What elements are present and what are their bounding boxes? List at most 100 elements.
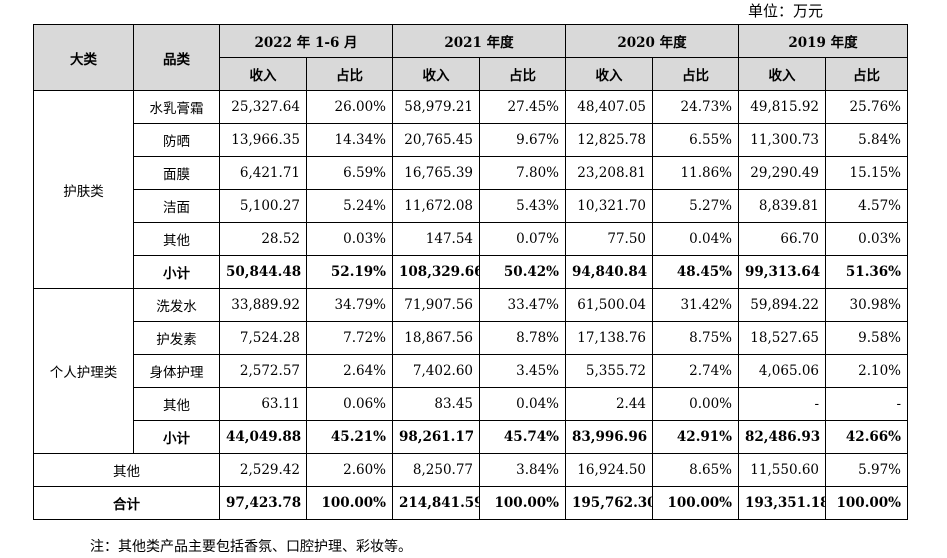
share-cell: 8.78% — [479, 321, 567, 355]
revenue-cell: 2.44 — [565, 387, 654, 421]
table-row: 护发素 7,524.28 7.72% 18,867.56 8.78% 17,138.76 8… — [34, 321, 909, 355]
header-revenue: 收入 — [565, 57, 654, 91]
share-cell: 9.58% — [825, 321, 909, 355]
revenue-cell: 11,300.73 — [738, 123, 827, 157]
share-cell: 0.03% — [825, 222, 909, 256]
share-cell: 2.60% — [305, 453, 394, 487]
subtotal-row: 小计 50,844.48 52.19% 108,329.66 50.42% 94,840.… — [34, 255, 909, 289]
revenue-cell: 17,138.76 — [565, 321, 654, 355]
revenue-cell: 2,529.42 — [219, 453, 307, 487]
share-cell: 100.00% — [305, 486, 394, 520]
table-row: 洁面 5,100.27 5.24% 11,672.08 5.43% 10,321.70 5.… — [34, 189, 909, 223]
share-cell: 48.45% — [652, 255, 740, 289]
share-cell: 6.55% — [652, 123, 740, 157]
header-share: 占比 — [479, 57, 567, 91]
revenue-cell: 18,867.56 — [392, 321, 481, 355]
share-cell: 14.34% — [305, 123, 394, 157]
share-cell: 0.04% — [652, 222, 740, 256]
share-cell: - — [825, 387, 909, 421]
revenue-cell: 71,907.56 — [392, 288, 481, 322]
share-cell: 0.06% — [305, 387, 394, 421]
product-cell: 护发素 — [133, 321, 220, 355]
share-cell: 9.67% — [479, 123, 567, 157]
share-cell: 0.00% — [652, 387, 740, 421]
share-cell: 2.10% — [825, 354, 909, 388]
share-cell: 100.00% — [479, 486, 567, 520]
header-share: 占比 — [305, 57, 394, 91]
share-cell: 7.80% — [479, 156, 567, 190]
revenue-cell: 193,351.18 — [738, 486, 827, 520]
share-cell: 24.73% — [652, 90, 740, 124]
revenue-cell: 23,208.81 — [565, 156, 654, 190]
other-row-label: 其他 — [33, 453, 220, 487]
share-cell: 34.79% — [305, 288, 394, 322]
revenue-cell: 108,329.66 — [392, 255, 481, 289]
header-period: 2020 年度 — [565, 24, 740, 58]
share-cell: 45.74% — [479, 420, 567, 454]
table-row: 个人护理类 洗发水 33,889.92 34.79% 71,907.56 33.47% 61… — [33, 288, 909, 454]
table-row: 护肤类 水乳膏霜 25,327.64 26.00% 58,979.21 27.45% 48,… — [33, 90, 909, 289]
share-cell: 50.42% — [479, 255, 567, 289]
total-row-label: 合计 — [33, 486, 220, 520]
revenue-cell: 28.52 — [219, 222, 307, 256]
header-share: 占比 — [825, 57, 909, 91]
share-cell: 5.24% — [305, 189, 394, 223]
revenue-cell: 5,100.27 — [219, 189, 307, 223]
share-cell: 42.66% — [825, 420, 909, 454]
share-cell: 5.27% — [652, 189, 740, 223]
revenue-cell: 29,290.49 — [738, 156, 827, 190]
header-row-metrics: 收入 占比 收入 占比 收入 占比 收入 占比 — [34, 57, 909, 91]
product-cell: 小计 — [133, 255, 220, 289]
revenue-cell: 82,486.93 — [738, 420, 827, 454]
share-cell: 2.74% — [652, 354, 740, 388]
share-cell: 5.84% — [825, 123, 909, 157]
revenue-cell: 11,550.60 — [738, 453, 827, 487]
share-cell: 26.00% — [305, 90, 394, 124]
header-period: 2021 年度 — [392, 24, 567, 58]
revenue-cell: 147.54 — [392, 222, 481, 256]
share-cell: 25.76% — [825, 90, 909, 124]
revenue-cell: 6,421.71 — [219, 156, 307, 190]
revenue-cell: 97,423.78 — [219, 486, 307, 520]
share-cell: 27.45% — [479, 90, 567, 124]
revenue-cell: 8,839.81 — [738, 189, 827, 223]
share-cell: 0.03% — [305, 222, 394, 256]
share-cell: 33.47% — [479, 288, 567, 322]
product-cell: 身体护理 — [133, 354, 220, 388]
revenue-cell: 18,527.65 — [738, 321, 827, 355]
share-cell: 52.19% — [305, 255, 394, 289]
share-cell: 6.59% — [305, 156, 394, 190]
share-cell: 31.42% — [652, 288, 740, 322]
share-cell: 8.65% — [652, 453, 740, 487]
table-row: 其他 28.52 0.03% 147.54 0.07% 77.50 0.04% 66.70 0.… — [34, 222, 909, 256]
header-revenue: 收入 — [392, 57, 481, 91]
share-cell: 42.91% — [652, 420, 740, 454]
revenue-cell: 7,524.28 — [219, 321, 307, 355]
header-share: 占比 — [652, 57, 740, 91]
unit-label: 单位：万元 — [748, 2, 824, 20]
share-cell: 51.36% — [825, 255, 909, 289]
revenue-cell: 7,402.60 — [392, 354, 481, 388]
share-cell: 100.00% — [652, 486, 740, 520]
share-cell: 45.21% — [305, 420, 394, 454]
revenue-cell: 77.50 — [565, 222, 654, 256]
header-row-periods: 大类 品类 2022 年 1-6 月 2021 年度 2020 年度 2019 … — [33, 24, 909, 91]
header-revenue: 收入 — [738, 57, 827, 91]
share-cell: 2.64% — [305, 354, 394, 388]
share-cell: 15.15% — [825, 156, 909, 190]
header-period: 2022 年 1-6 月 — [218, 24, 394, 58]
product-cell: 面膜 — [133, 156, 220, 190]
revenue-cell: 10,321.70 — [565, 189, 654, 223]
category-cell: 护肤类 — [33, 90, 134, 289]
product-cell: 其他 — [133, 222, 220, 256]
header-product: 品类 — [133, 24, 220, 91]
subtotal-row: 小计 44,049.88 45.21% 98,261.17 45.74% 83,996.9… — [34, 420, 909, 454]
table-row: 其他 63.11 0.06% 83.45 0.04% 2.44 0.00% - - — [34, 387, 909, 421]
revenue-cell: 195,762.30 — [565, 486, 654, 520]
product-cell: 水乳膏霜 — [133, 90, 220, 124]
share-cell: 3.84% — [479, 453, 567, 487]
table-row: 身体护理 2,572.57 2.64% 7,402.60 3.45% 5,355.72 2.… — [34, 354, 909, 388]
footnote: 注：其他类产品主要包括香氛、口腔护理、彩妆等。 — [90, 539, 412, 555]
share-cell: 100.00% — [825, 486, 909, 520]
revenue-cell: 25,327.64 — [219, 90, 307, 124]
